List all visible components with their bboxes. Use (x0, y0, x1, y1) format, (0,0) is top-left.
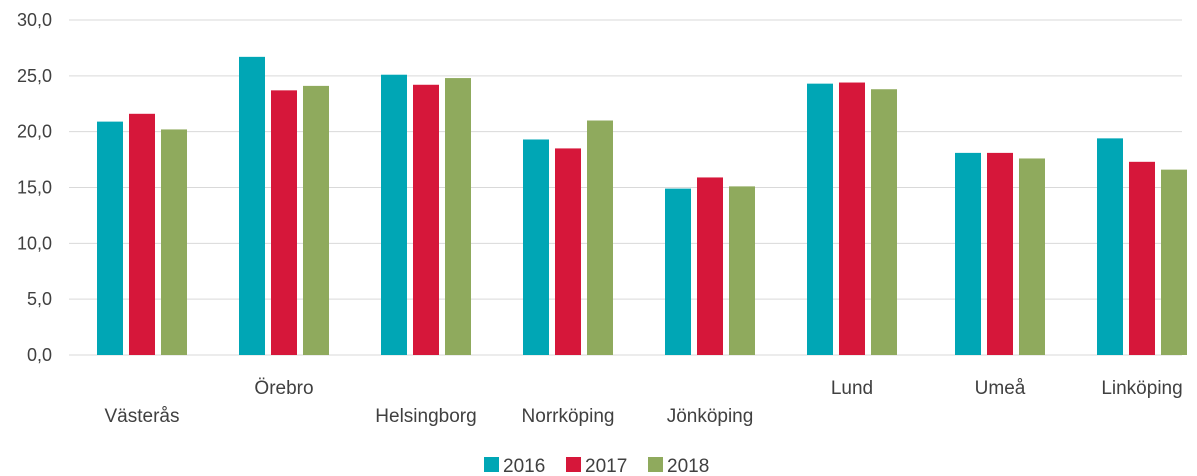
legend-item-2016: 2016 (484, 456, 545, 476)
y-tick-label: 20,0 (17, 122, 52, 142)
bar-2017-0 (129, 113, 155, 355)
category-label: Jönköping (667, 406, 754, 427)
category-label: Lund (831, 378, 873, 399)
gridlines (69, 19, 1182, 356)
bars (97, 56, 1187, 356)
bar-2018-1 (303, 85, 329, 355)
bar-2016-4 (665, 188, 691, 355)
category-label: Örebro (254, 378, 313, 399)
y-tick-label: 0,0 (27, 345, 52, 365)
y-tick-label: 5,0 (27, 289, 52, 309)
bar-2017-1 (271, 90, 297, 355)
category-label: Umeå (975, 378, 1026, 399)
bar-2018-2 (445, 78, 471, 356)
legend-swatch (648, 457, 663, 472)
bar-2016-7 (1097, 138, 1123, 355)
bar-2016-6 (955, 152, 981, 355)
y-tick-label: 30,0 (17, 10, 52, 30)
bar-2018-4 (729, 186, 755, 355)
bar-2016-1 (239, 56, 265, 355)
bar-2016-2 (381, 74, 407, 355)
category-label: Norrköping (522, 406, 615, 427)
y-axis-tick-labels: 0,0 5,0 10,0 15,0 20,0 25,0 30,0 (17, 10, 52, 365)
legend-label: 2017 (585, 456, 627, 476)
legend-label: 2016 (503, 456, 545, 476)
category-label: Helsingborg (375, 406, 476, 427)
legend-swatch (484, 457, 499, 472)
bar-2016-5 (807, 83, 833, 356)
bar-2017-3 (555, 148, 581, 355)
y-tick-label: 15,0 (17, 178, 52, 198)
bar-2018-7 (1161, 169, 1187, 355)
bar-2017-6 (987, 152, 1013, 355)
legend-item-2017: 2017 (566, 456, 627, 476)
x-axis-category-labels: Västerås Örebro Helsingborg Norrköping Jönkö… (105, 378, 1183, 427)
bar-2018-3 (587, 120, 613, 355)
bar-2016-3 (523, 139, 549, 355)
bar-2018-0 (161, 129, 187, 355)
y-tick-label: 25,0 (17, 66, 52, 86)
y-tick-label: 10,0 (17, 233, 52, 253)
bar-2018-5 (871, 89, 897, 355)
legend-swatch (566, 457, 581, 472)
bar-2017-4 (697, 177, 723, 355)
legend-item-2018: 2018 (648, 456, 709, 476)
category-label: Västerås (105, 406, 180, 427)
legend: 2016 2017 2018 (484, 456, 709, 476)
bar-2016-0 (97, 121, 123, 355)
category-label: Linköping (1101, 378, 1182, 399)
legend-label: 2018 (667, 456, 709, 476)
bar-2017-2 (413, 84, 439, 356)
bar-2017-7 (1129, 161, 1155, 355)
bar-2017-5 (839, 82, 865, 356)
bar-2018-6 (1019, 158, 1045, 355)
